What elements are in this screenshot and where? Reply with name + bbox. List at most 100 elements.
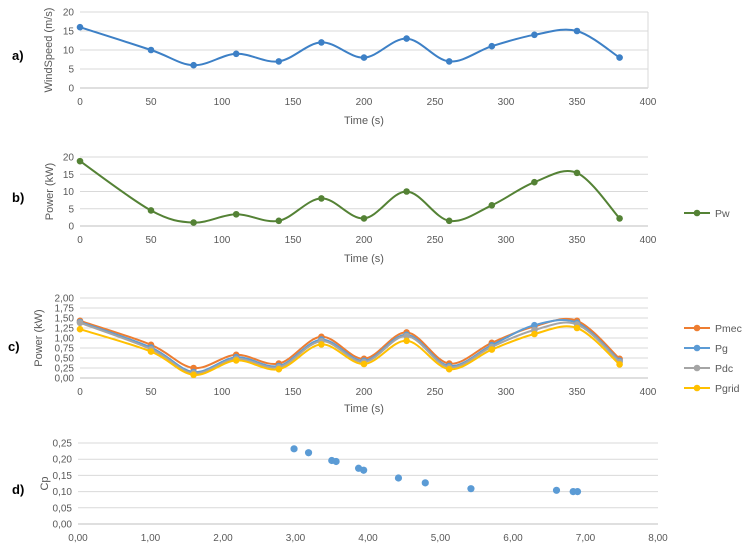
y-tick-label: 1,25 xyxy=(55,324,75,335)
y-tick-label: 0,25 xyxy=(55,364,75,375)
legend-marker xyxy=(693,324,701,332)
y-tick-label: 0,25 xyxy=(53,439,73,450)
data-point xyxy=(232,210,240,218)
y-axis-title: WindSpeed (m/s) xyxy=(43,8,55,93)
data-point xyxy=(332,457,340,466)
data-point xyxy=(190,371,197,379)
x-axis-title: Time (s) xyxy=(344,403,384,415)
x-tick-label: 250 xyxy=(427,235,444,246)
y-tick-label: 0 xyxy=(68,84,74,95)
series-line-series-1 xyxy=(79,26,621,67)
data-point xyxy=(573,324,581,332)
data-point xyxy=(573,27,581,35)
x-tick-label: 5,00 xyxy=(431,533,451,544)
data-point xyxy=(403,35,410,42)
data-point xyxy=(616,215,623,222)
y-tick-label: 20 xyxy=(63,8,75,19)
x-tick-label: 350 xyxy=(569,97,586,108)
data-point xyxy=(531,178,538,186)
x-tick-label: 0 xyxy=(77,235,83,246)
x-tick-label: 150 xyxy=(285,235,302,246)
x-tick-label: 400 xyxy=(640,235,657,246)
x-tick-label: 400 xyxy=(640,387,657,398)
x-tick-label: 8,00 xyxy=(648,533,668,544)
data-point xyxy=(190,219,197,226)
y-tick-label: 5 xyxy=(68,65,74,76)
y-tick-label: 10 xyxy=(63,46,75,57)
data-point xyxy=(488,346,496,353)
data-point xyxy=(403,188,410,195)
x-tick-label: 6,00 xyxy=(503,533,523,544)
y-axis-title: Cp xyxy=(39,476,51,490)
y-tick-label: 0 xyxy=(68,222,74,233)
x-tick-label: 50 xyxy=(145,97,157,108)
chart-panel-4: 0,00 0,05 0,10 0,15 0,20 0,25 0,00 1,00 2,00 3,00… xyxy=(39,439,668,545)
data-point xyxy=(290,445,298,453)
y-tick-label: 0,00 xyxy=(55,374,75,385)
panel-label-c: c) xyxy=(8,339,20,354)
data-point xyxy=(76,23,84,31)
y-tick-label: 10 xyxy=(63,187,75,198)
x-tick-label: 7,00 xyxy=(576,533,596,544)
data-point xyxy=(531,31,538,39)
y-axis-title: Power (kW) xyxy=(33,309,45,366)
x-tick-label: 0,00 xyxy=(68,533,88,544)
x-tick-label: 200 xyxy=(356,387,373,398)
data-point xyxy=(573,488,582,496)
data-point xyxy=(147,348,155,355)
data-point xyxy=(531,330,538,338)
y-tick-label: 0,00 xyxy=(53,520,73,531)
legend-marker xyxy=(693,364,701,372)
y-tick-label: 0,15 xyxy=(53,471,73,482)
data-point xyxy=(318,341,325,348)
x-tick-label: 50 xyxy=(145,387,157,398)
data-point xyxy=(616,54,623,61)
data-point xyxy=(445,217,453,225)
x-tick-label: 400 xyxy=(640,97,657,108)
legend-label: Pdc xyxy=(715,363,733,375)
data-point xyxy=(616,361,623,368)
y-tick-label: 0,05 xyxy=(53,503,73,514)
x-axis-title: Time (s) xyxy=(344,115,384,127)
y-tick-label: 5 xyxy=(68,204,74,215)
x-tick-label: 50 xyxy=(145,235,157,246)
data-point xyxy=(488,202,496,209)
y-tick-label: 1,50 xyxy=(55,314,75,325)
x-tick-label: 200 xyxy=(356,97,373,108)
y-tick-label: 1,75 xyxy=(55,304,75,315)
x-tick-label: 350 xyxy=(569,387,586,398)
x-tick-label: 1,00 xyxy=(141,533,161,544)
data-point xyxy=(232,50,240,58)
data-point xyxy=(275,58,283,65)
x-tick-label: 250 xyxy=(427,387,444,398)
y-tick-label: 0,20 xyxy=(53,455,73,466)
data-point xyxy=(552,486,561,494)
x-tick-label: 300 xyxy=(498,235,515,246)
data-point xyxy=(76,319,84,327)
x-tick-label: 4,00 xyxy=(358,533,378,544)
x-tick-label: 300 xyxy=(498,97,515,108)
data-point xyxy=(403,332,410,340)
x-tick-label: 2,00 xyxy=(213,533,233,544)
data-point xyxy=(76,325,84,333)
x-tick-label: 250 xyxy=(427,97,444,108)
legend-label: Pw xyxy=(715,208,730,220)
y-tick-label: 1,00 xyxy=(55,334,75,345)
data-point xyxy=(360,54,368,61)
data-point xyxy=(394,474,403,482)
legend-marker xyxy=(693,384,701,392)
data-point xyxy=(147,46,155,54)
data-point xyxy=(445,365,453,373)
data-point xyxy=(318,195,325,202)
data-point xyxy=(488,42,496,50)
legend-label: Pgrid xyxy=(715,383,740,395)
x-tick-label: 100 xyxy=(214,235,231,246)
x-tick-label: 350 xyxy=(569,235,586,246)
x-tick-label: 200 xyxy=(356,235,373,246)
y-tick-label: 20 xyxy=(63,153,75,164)
data-point xyxy=(76,157,84,165)
data-point xyxy=(304,449,313,457)
x-tick-label: 3,00 xyxy=(286,533,306,544)
